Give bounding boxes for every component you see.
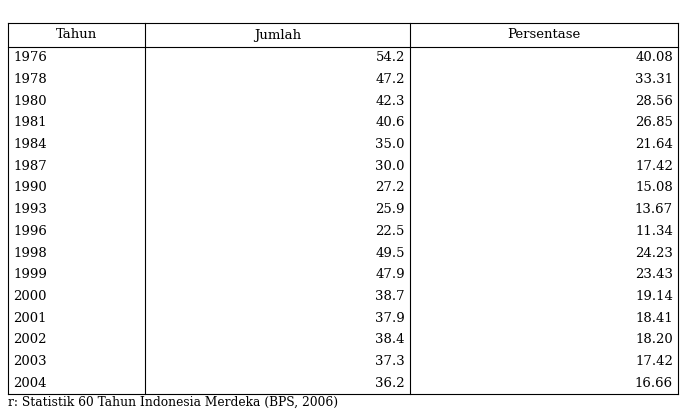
- Text: 27.2: 27.2: [375, 181, 405, 194]
- Text: Persentase: Persentase: [508, 29, 580, 42]
- Text: 2004: 2004: [13, 376, 47, 390]
- Text: 40.08: 40.08: [635, 51, 673, 64]
- Text: 21.64: 21.64: [635, 138, 673, 151]
- Text: 54.2: 54.2: [376, 51, 405, 64]
- Text: 49.5: 49.5: [375, 247, 405, 260]
- Text: 26.85: 26.85: [635, 116, 673, 129]
- Text: 22.5: 22.5: [376, 225, 405, 238]
- Text: 1990: 1990: [13, 181, 47, 194]
- Text: 37.9: 37.9: [375, 312, 405, 324]
- Text: 19.14: 19.14: [635, 290, 673, 303]
- Text: 11.34: 11.34: [635, 225, 673, 238]
- Text: 25.9: 25.9: [375, 203, 405, 216]
- Text: 18.20: 18.20: [635, 333, 673, 346]
- Text: Jumlah: Jumlah: [254, 29, 301, 42]
- Text: r: Statistik 60 Tahun Indonesia Merdeka (BPS, 2006): r: Statistik 60 Tahun Indonesia Merdeka …: [8, 396, 338, 409]
- Text: 1978: 1978: [13, 73, 47, 86]
- Text: 30.0: 30.0: [375, 160, 405, 173]
- Text: 47.2: 47.2: [375, 73, 405, 86]
- Text: 40.6: 40.6: [375, 116, 405, 129]
- Text: 38.4: 38.4: [375, 333, 405, 346]
- Text: 2002: 2002: [13, 333, 47, 346]
- Text: Tahun: Tahun: [56, 29, 97, 42]
- Text: 17.42: 17.42: [635, 355, 673, 368]
- Text: 38.7: 38.7: [375, 290, 405, 303]
- Text: 1987: 1987: [13, 160, 47, 173]
- Text: 1984: 1984: [13, 138, 47, 151]
- Text: 47.9: 47.9: [375, 268, 405, 281]
- Text: 1996: 1996: [13, 225, 47, 238]
- Text: 37.3: 37.3: [375, 355, 405, 368]
- Text: 35.0: 35.0: [375, 138, 405, 151]
- Text: 2003: 2003: [13, 355, 47, 368]
- Text: 28.56: 28.56: [635, 95, 673, 108]
- Text: 33.31: 33.31: [635, 73, 673, 86]
- Text: 15.08: 15.08: [635, 181, 673, 194]
- Text: 1999: 1999: [13, 268, 47, 281]
- Text: 1993: 1993: [13, 203, 47, 216]
- Text: 16.66: 16.66: [635, 376, 673, 390]
- Text: 42.3: 42.3: [375, 95, 405, 108]
- Text: 18.41: 18.41: [635, 312, 673, 324]
- Text: 13.67: 13.67: [635, 203, 673, 216]
- Text: 24.23: 24.23: [635, 247, 673, 260]
- Text: 17.42: 17.42: [635, 160, 673, 173]
- Text: 36.2: 36.2: [375, 376, 405, 390]
- Text: 1980: 1980: [13, 95, 47, 108]
- Text: 2001: 2001: [13, 312, 47, 324]
- Text: 2000: 2000: [13, 290, 47, 303]
- Text: 1998: 1998: [13, 247, 47, 260]
- Text: 23.43: 23.43: [635, 268, 673, 281]
- Text: 1981: 1981: [13, 116, 47, 129]
- Text: 1976: 1976: [13, 51, 47, 64]
